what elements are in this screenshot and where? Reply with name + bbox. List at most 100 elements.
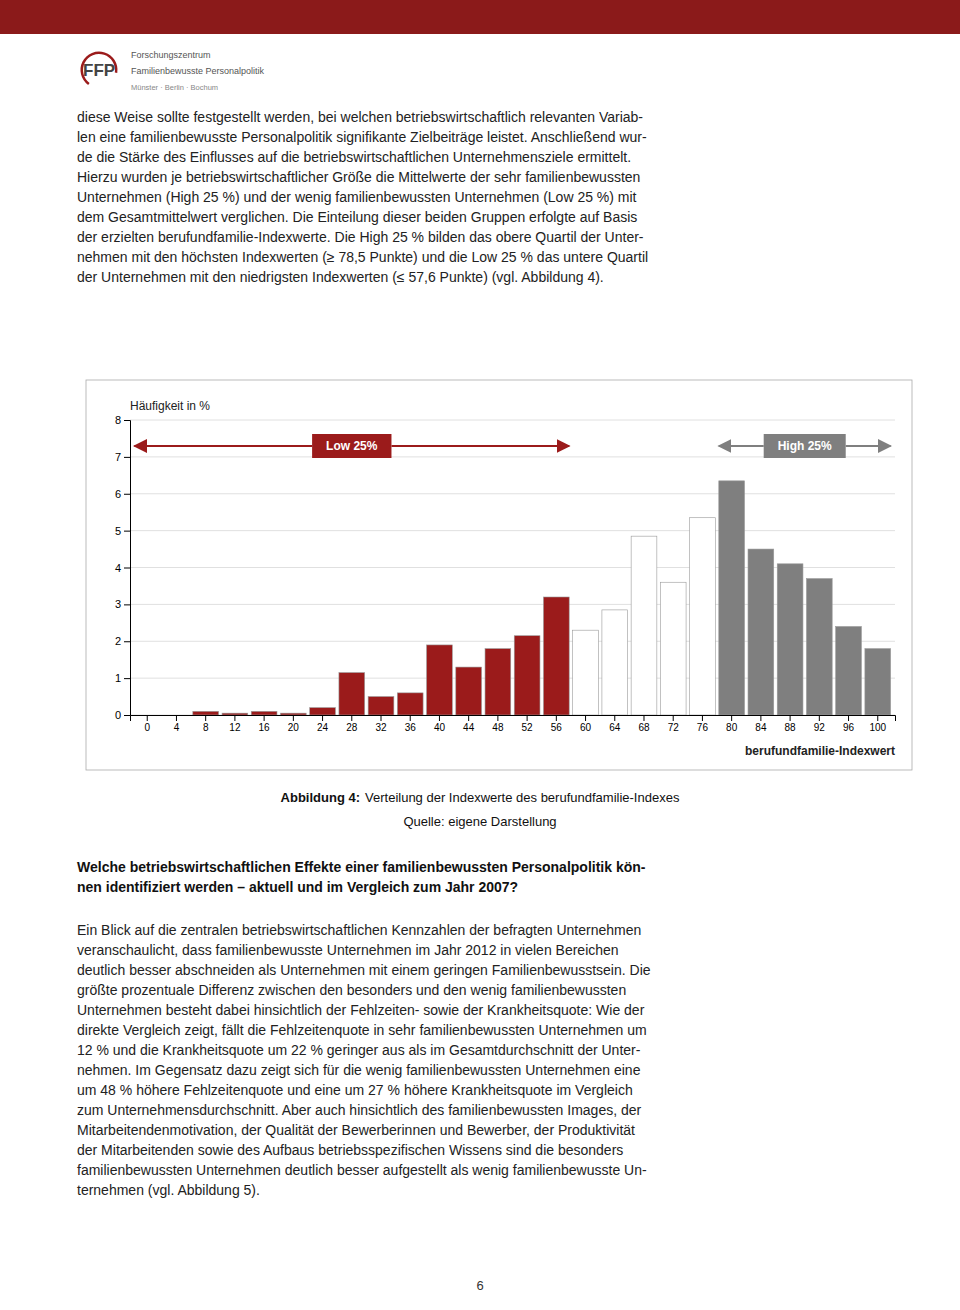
bottom-text-line: familienbewussten Unternehmen deutlich b…	[77, 1162, 647, 1178]
x-tick: 68	[638, 715, 650, 733]
y-tick-mark	[124, 531, 130, 532]
x-tick: 0	[144, 715, 150, 733]
x-tick-label: 40	[434, 722, 446, 733]
y-tick-mark	[124, 457, 130, 458]
section-text: Welche betriebswirtschaftlichen Effekte …	[77, 859, 646, 895]
x-tick-label: 36	[405, 722, 417, 733]
body-text-line: Unternehmen (High 25 %) und der wenig fa…	[77, 189, 637, 205]
bar	[719, 481, 745, 715]
bar	[251, 711, 277, 715]
bar	[485, 649, 511, 715]
bar	[543, 597, 569, 715]
x-tick: 76	[697, 715, 709, 733]
x-tick-mark	[790, 715, 791, 721]
chart-border	[86, 380, 912, 770]
bar	[690, 518, 716, 715]
x-tick: 72	[668, 715, 680, 733]
annotation-arrow	[719, 445, 764, 447]
header-bar	[0, 0, 960, 34]
x-tick: 52	[522, 715, 534, 733]
y-tick-label: 1	[115, 672, 121, 684]
x-tick-mark	[293, 715, 294, 721]
annotation-arrow	[134, 445, 312, 447]
body-text-line: der Unternehmen mit den niedrigsten Inde…	[77, 269, 604, 285]
x-tick-label: 12	[229, 722, 241, 733]
bar	[631, 536, 657, 715]
body-text-line: der erzielten berufu​ndfamilie-Indexwert…	[77, 229, 644, 245]
y-tick-label: 4	[115, 562, 121, 574]
annotation-arrow	[846, 445, 891, 447]
y-tick-mark	[124, 604, 130, 605]
x-tick-mark	[234, 715, 235, 721]
bottom-text-line: Mitarbeitendenmotivation, der Qualität d…	[77, 1122, 635, 1138]
bar	[865, 649, 891, 715]
x-tick: 32	[375, 715, 387, 733]
x-tick-label: 64	[609, 722, 621, 733]
x-tick-mark	[176, 715, 177, 721]
x-tick-mark	[381, 715, 382, 721]
page-number: 6	[476, 1278, 483, 1293]
x-tick: 100	[869, 715, 886, 733]
bottom-text-line: direkte Vergleich zeigt, fällt die Fehlz…	[77, 1022, 647, 1038]
x-tick-mark	[643, 715, 644, 721]
grid-line	[130, 420, 895, 421]
x-tick: 64	[609, 715, 621, 733]
bottom-text-line: Ein Blick auf die zentralen betriebswirt…	[77, 922, 641, 938]
logo-text: Forschungszentrum	[131, 50, 211, 60]
x-tick-label: 44	[463, 722, 475, 733]
y-tick: 1	[115, 672, 130, 684]
bar	[836, 627, 862, 716]
bottom-text-line: 12 % und die Krankheitsquote um 22 % ger…	[77, 1042, 641, 1058]
x-tick-mark	[877, 715, 878, 721]
x-tick-label: 100	[869, 722, 886, 733]
grid-line	[130, 530, 895, 531]
x-tick-mark	[322, 715, 323, 721]
x-tick: 88	[785, 715, 797, 733]
bottom-text-line: veranschaulicht, dass familienbewusste U…	[77, 942, 619, 958]
bar	[573, 630, 599, 715]
y-tick-label: 0	[115, 709, 121, 721]
body-text-line: nehmen mit den höchsten Indexwerten (≥ 7…	[77, 249, 648, 265]
bar	[602, 610, 628, 715]
x-tick: 92	[814, 715, 826, 733]
x-tick-label: 68	[638, 722, 650, 733]
y-tick: 0	[115, 709, 130, 721]
x-tick-label: 96	[843, 722, 855, 733]
x-tick-mark	[264, 715, 265, 721]
x-tick-label: 8	[203, 722, 209, 733]
y-tick-mark	[124, 678, 130, 679]
bottom-text-line: um 48 % höhere Fehlzeitenquote und eine …	[77, 1082, 633, 1098]
x-tick-mark	[702, 715, 703, 721]
x-tick-label: 16	[259, 722, 271, 733]
x-axis-line	[131, 716, 896, 722]
bar	[280, 713, 306, 715]
caption-source: Quelle: eigene Darstellung	[403, 814, 556, 829]
bar	[134, 715, 160, 716]
y-tick-label: 7	[115, 451, 121, 463]
x-tick-mark	[614, 715, 615, 721]
body-text-line: de die Stärke des Einflusses auf die bet…	[77, 149, 631, 165]
x-tick-label: 72	[668, 722, 680, 733]
y-tick-mark	[124, 494, 130, 495]
x-tick-mark	[468, 715, 469, 721]
x-axis-title: berufundfamilie-Indexwert	[745, 744, 895, 758]
x-tick: 60	[580, 715, 592, 733]
annotation-arrow	[391, 445, 569, 447]
annotation-label: Low 25%	[326, 439, 378, 453]
bottom-text-line: der Mitarbeitenden sowie des Aufbaus bet…	[77, 1142, 623, 1158]
x-tick-mark	[497, 715, 498, 721]
annotation-box	[764, 434, 846, 458]
logo-text: Familienbewusste Personalpolitik	[131, 66, 265, 76]
annotation: Low 25%	[134, 434, 569, 458]
bar	[339, 673, 365, 715]
x-tick-label: 24	[317, 722, 329, 733]
y-tick-mark	[124, 420, 130, 421]
bar	[748, 549, 774, 715]
y-tick-label: 5	[115, 525, 121, 537]
y-tick-mark	[124, 715, 130, 716]
logo-arc	[80, 51, 117, 84]
y-tick-mark	[124, 568, 130, 569]
logo: FFPForschungszentrumFamilienbewusste Per…	[80, 50, 264, 92]
x-tick-mark	[410, 715, 411, 721]
x-tick-mark	[673, 715, 674, 721]
